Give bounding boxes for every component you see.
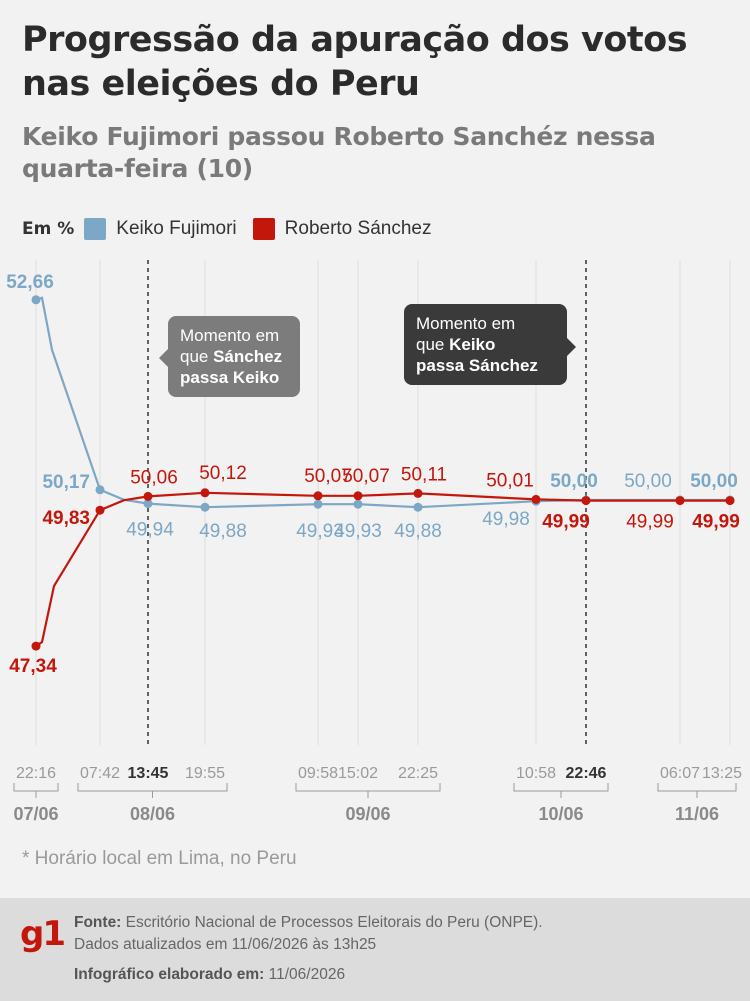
point-sanchez-5 [353,491,363,501]
x-tick-label: 22:16 [16,765,56,782]
data-label-sanchez-2: 50,06 [130,467,178,488]
source-block: Fonte: Escritório Nacional de Processos … [74,912,543,956]
x-tick-label: 09:58 [298,765,338,782]
point-keiko-4 [313,499,323,509]
data-label-keiko-3: 49,88 [199,521,247,542]
data-label-sanchez-10: 49,99 [692,512,740,533]
data-label-keiko-0: 52,66 [6,272,54,293]
data-label-keiko-6: 49,88 [394,521,442,542]
point-keiko-2 [143,499,153,509]
legend: Em % Keiko Fujimori Roberto Sánchez [22,216,447,242]
date-bracket [295,783,441,792]
callout2-line2: que Keiko [416,334,555,355]
made-block: Infográfico elaborado em: 11/06/2026 [74,966,345,984]
data-label-keiko-1: 50,17 [42,472,90,493]
legend-label-keiko: Keiko Fujimori [116,218,237,239]
updated-text: Dados atualizados em 11/06/2026 às 13h25 [74,936,377,953]
made-label: Infográfico elaborado em: [74,966,265,983]
source-label: Fonte: [74,914,122,931]
date-bracket [13,783,59,792]
date-group-label: 08/06 [130,804,175,824]
g1-logo: g1 [20,914,66,954]
x-tick-label: 07:42 [80,765,120,782]
callout1-line3: passa Keiko [180,368,280,387]
data-label-sanchez-4: 50,07 [304,466,352,487]
date-bracket [77,783,228,792]
series-line-sanchez [35,491,730,647]
data-label-keiko-10: 50,00 [690,471,738,492]
callout1-line2-plain: que [180,347,214,366]
callout-keiko-passes-sanchez: Momento em que Keiko passa Sánchez [404,304,576,385]
date-group-label: 09/06 [345,804,390,824]
callout2-line3: passa Sánchez [416,356,538,375]
callout-sanchez-passes-keiko: Momento em que Sánchez passa Keiko [159,316,300,397]
data-label-keiko-4: 49,93 [296,521,344,542]
point-keiko-5 [353,499,363,509]
data-label-keiko-9: 50,00 [624,471,672,492]
data-label-keiko-2: 49,94 [126,520,174,541]
x-tick-label: 13:45 [128,765,169,782]
point-sanchez-6 [413,488,423,498]
data-label-sanchez-1: 49,83 [42,508,90,529]
point-sanchez-1 [95,505,105,515]
callout1-line1: Momento em [180,326,280,345]
point-sanchez-3 [200,488,210,498]
data-label-sanchez-3: 50,12 [199,463,247,484]
point-keiko-1 [95,485,105,495]
data-label-sanchez-6: 50,11 [401,464,447,485]
source-text: Escritório Nacional de Processos Eleitor… [125,914,543,931]
x-tick-label: 19:55 [185,765,225,782]
point-sanchez-4 [313,491,323,501]
legend-unit: Em % [22,219,75,239]
callout2-line2-plain: que [416,335,450,354]
point-sanchez-9 [675,496,685,506]
chart-subtitle: Keiko Fujimori passou Roberto Sanchéz ne… [22,122,656,183]
callout2-line2-bold: Keiko [449,335,496,354]
data-label-sanchez-7: 50,01 [486,470,534,491]
data-label-keiko-5: 49,93 [334,521,382,542]
callout2-line1: Momento em [416,314,516,333]
x-tick-label: 15:02 [338,765,378,782]
footnote: * Horário local em Lima, no Peru [22,848,297,869]
x-tick-label: 22:46 [566,765,607,782]
point-sanchez-2 [143,491,153,501]
made-text: 11/06/2026 [268,966,346,983]
x-tick-label: 06:07 [660,765,700,782]
data-label-sanchez-0: 47,34 [9,656,57,677]
point-sanchez-8 [581,496,591,506]
data-label-keiko-8: 50,00 [550,471,598,492]
point-keiko-0 [31,295,41,305]
data-label-sanchez-8: 49,99 [542,512,590,533]
date-bracket [657,783,737,792]
data-label-keiko-7: 49,98 [482,509,530,530]
date-bracket [513,783,609,792]
x-tick-label: 10:58 [516,765,556,782]
date-group-label: 07/06 [13,804,58,824]
x-tick-label: 13:25 [702,765,742,782]
point-keiko-3 [200,502,210,512]
data-label-sanchez-5: 50,07 [342,466,390,487]
point-sanchez-10 [725,496,735,506]
point-sanchez-0 [31,641,41,651]
callout1-line2: que Sánchez [180,346,288,367]
data-label-sanchez-9: 49,99 [626,512,674,533]
legend-label-sanchez: Roberto Sánchez [284,218,432,239]
callout1-line2-bold: Sánchez [213,347,283,366]
date-group-label: 11/06 [675,804,719,824]
legend-swatch-keiko [84,218,107,240]
x-tick-label: 22:25 [398,765,438,782]
chart-title: Progressão da apuração dos votos nas ele… [22,20,688,104]
point-sanchez-7 [531,494,541,504]
date-group-label: 10/06 [538,804,583,824]
legend-swatch-sanchez [252,218,275,240]
point-keiko-6 [413,502,423,512]
footer: g1 Fonte: Escritório Nacional de Process… [0,898,750,1001]
